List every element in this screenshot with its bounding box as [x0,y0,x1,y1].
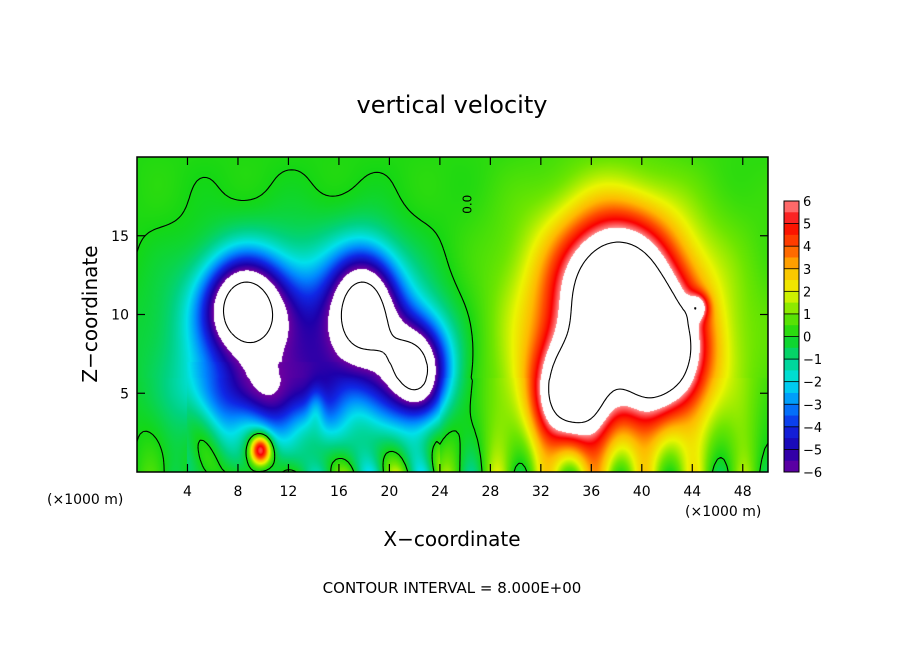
colorbar-tick-label: 5 [803,218,811,233]
colorbar-swatch [784,257,799,270]
colorbar-tick-label: −6 [803,466,822,481]
x-unit-label-right: (×1000 m) [685,504,761,520]
colorbar-tick-label: 6 [803,195,811,210]
z-axis-label: Z−coordinate [78,245,102,382]
colorbar-swatch [784,438,799,450]
colorbar-tick-label: 2 [803,285,811,300]
contour-zero [137,169,768,472]
x-tick-label: 36 [582,484,600,500]
colorbar-swatch [784,460,799,473]
plot-area: 0.0 [137,157,768,472]
colorbar-swatch [784,212,799,225]
x-tick-label: 4 [183,484,192,500]
contour-label: 0.0 [460,195,474,214]
contour-positive [548,241,697,424]
x-tick-label: 20 [380,484,398,500]
colorbar-swatch [784,392,799,405]
x-tick-label: 12 [280,484,298,500]
z-tick-label: 10 [111,308,129,324]
chart-title: vertical velocity [357,91,548,119]
colorbar-tick-label: 1 [803,308,811,323]
x-axis-label: X−coordinate [383,527,520,551]
colorbar-swatch [784,313,799,326]
colorbar-swatch [784,381,799,394]
colorbar-swatch [784,336,799,349]
colorbar-tick-label: 0 [803,331,811,346]
colorbar-tick-label: 3 [803,263,811,278]
colorbar-swatch [784,325,799,337]
z-tick-label: 15 [111,229,129,245]
x-tick-label: 48 [734,484,752,500]
colorbar-swatch [784,223,799,236]
colorbar-swatch [784,426,799,439]
contour-lines: 0.0 [137,169,768,472]
x-tick-label: 24 [431,484,449,500]
colorbar-tick-label: −3 [803,398,822,413]
colorbar-swatch [784,291,799,304]
colorbar-swatch [784,449,799,462]
colorbar-tick-label: −4 [803,421,822,436]
x-tick-label: 16 [330,484,348,500]
colorbar-tick-label: −1 [803,353,822,368]
z-axis-ticks: 5 10 15 [111,229,768,402]
colorbar-tick-label: −5 [803,443,822,458]
colorbar-tick-label: −2 [803,376,822,391]
colorbar-swatch [784,302,799,315]
x-tick-label: 28 [481,484,499,500]
colorbar-swatch [784,268,799,281]
colorbar-swatch [784,359,799,371]
colorbar-swatch [784,370,799,383]
colorbar-swatch [784,415,799,428]
z-tick-label: 5 [120,386,129,402]
colorbar-swatch [784,404,799,417]
x-unit-label-left: (×1000 m) [47,492,123,508]
x-axis-ticks: 4 8 12 16 20 24 28 32 36 40 44 48 [183,157,752,500]
colorbar-swatch [784,234,799,247]
x-tick-label: 8 [233,484,242,500]
contour-interval-note: CONTOUR INTERVAL = 8.000E+00 [323,579,582,597]
velocity-field-raster [137,157,768,472]
colorbar-swatch [784,246,799,258]
colorbar-tick-label: 4 [803,240,811,255]
colorbar-swatch [784,280,799,292]
colorbar: 6 5 4 3 2 1 0 −1 −2 −3 −4 −5 −6 [783,195,822,481]
colorbar-swatch [784,347,799,360]
x-tick-label: 44 [683,484,701,500]
x-tick-label: 32 [532,484,550,500]
colorbar-swatch [784,201,799,213]
x-tick-label: 40 [633,484,651,500]
contour-negative [222,281,429,391]
